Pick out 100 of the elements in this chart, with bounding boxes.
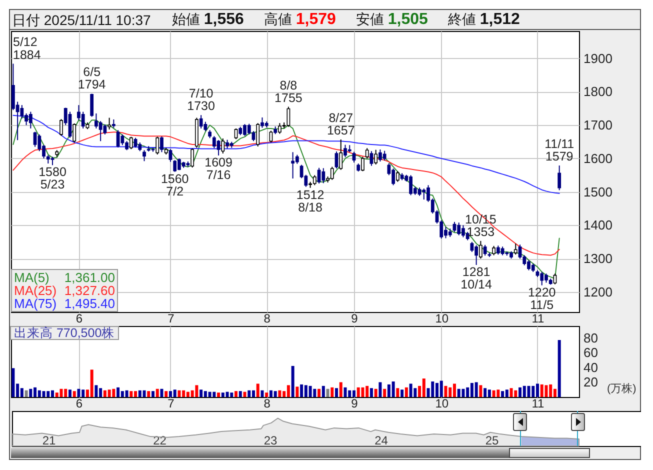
bar — [308, 386, 312, 397]
x-tick-label: 23 — [264, 434, 278, 448]
bar — [514, 390, 518, 397]
bar — [29, 388, 32, 397]
candlestick — [470, 241, 474, 252]
x-tick-label: 9 — [351, 312, 358, 326]
candlestick — [382, 150, 386, 161]
x-tick-label: 21 — [42, 434, 56, 448]
bar — [496, 390, 500, 397]
bar — [378, 382, 382, 397]
bar — [125, 390, 128, 397]
candlestick — [422, 188, 426, 200]
bar — [300, 384, 304, 397]
candlestick — [558, 164, 562, 191]
bar — [444, 386, 448, 397]
candlestick — [120, 134, 124, 146]
candlestick — [129, 136, 133, 150]
bar — [230, 392, 234, 397]
bar — [452, 384, 456, 397]
candlestick — [256, 122, 260, 147]
bar — [55, 392, 58, 397]
y-tick-label: 40 — [584, 360, 598, 375]
annotation: 1,361.00 — [64, 270, 115, 285]
candlestick — [81, 111, 85, 129]
annotation: 7/10 1730 — [187, 86, 216, 114]
bar — [492, 390, 496, 397]
y-tick-label: 80 — [584, 330, 598, 346]
x-tick-label: 9 — [351, 396, 358, 410]
annotation: 1,327.60 — [64, 283, 115, 298]
candlestick — [312, 174, 316, 186]
bar — [260, 390, 264, 397]
chart-title: 出来高 770,500株 — [10, 326, 119, 340]
bar — [212, 392, 216, 397]
bar — [501, 391, 504, 397]
bar — [335, 388, 338, 397]
annotation: 1560 7/2 — [160, 172, 189, 198]
bar — [68, 390, 72, 397]
bar — [536, 384, 539, 397]
candlestick — [291, 152, 295, 180]
bar — [178, 390, 181, 397]
candlestick — [190, 148, 194, 168]
annotation: 11/11 1579 — [544, 136, 574, 164]
bar — [409, 384, 412, 397]
bar — [474, 382, 478, 397]
bar — [46, 391, 50, 397]
y-tick-label: 1500 — [584, 184, 612, 200]
candlestick — [204, 121, 208, 132]
text: MA(5) — [14, 270, 50, 285]
bar — [12, 368, 15, 397]
candlestick — [269, 130, 273, 143]
bar — [130, 391, 133, 397]
bar — [248, 390, 251, 397]
bar — [374, 388, 378, 397]
bar — [462, 388, 465, 397]
x-tick-label: 24 — [374, 434, 388, 448]
annotation: 1281 10/14 — [460, 264, 492, 292]
annotation: 1580 5/23 — [38, 165, 66, 192]
candlestick — [483, 244, 487, 256]
bar — [60, 388, 63, 397]
chart-title: 日付 2025/11/11 10:37 — [12, 11, 151, 29]
bar — [195, 385, 198, 397]
bar — [173, 390, 176, 397]
candlestick — [142, 150, 146, 162]
candlestick — [199, 114, 203, 129]
x-tick-label: 10 — [435, 312, 449, 326]
candlestick — [98, 120, 102, 142]
bar — [226, 392, 229, 397]
bar — [24, 390, 28, 397]
bar — [422, 378, 426, 397]
candlestick — [339, 138, 343, 170]
bar — [147, 391, 150, 397]
bar — [339, 382, 342, 397]
candlestick — [286, 106, 290, 128]
x-tick-label: 7 — [168, 312, 175, 326]
bar — [243, 392, 246, 397]
bar — [286, 385, 290, 397]
x-tick-label: 8 — [264, 312, 271, 326]
bar — [200, 390, 203, 397]
candlestick — [173, 160, 177, 172]
y-tick-label: 1200 — [584, 284, 612, 300]
bar — [291, 366, 294, 397]
y-tick-label: 60 — [584, 345, 598, 360]
y-tick-label: 1600 — [584, 150, 612, 166]
bar — [532, 386, 535, 397]
bar — [440, 380, 443, 397]
candlestick — [553, 273, 557, 285]
candlestick — [478, 240, 482, 260]
annotation: 5/12 1884 — [13, 35, 41, 62]
candlestick — [33, 131, 37, 148]
candlestick — [496, 245, 500, 256]
bar — [238, 391, 242, 397]
text: 始値 1,556 高値 1,579 安値 1,505 終値 1,512 — [172, 11, 520, 28]
bar — [518, 387, 522, 397]
bar — [558, 340, 561, 397]
candlestick — [352, 151, 356, 163]
candlestick — [474, 244, 478, 266]
bar — [116, 387, 120, 397]
y-tick-label: 1400 — [584, 218, 612, 233]
y-tick-label: 1900 — [584, 50, 612, 66]
candlestick — [492, 245, 496, 256]
